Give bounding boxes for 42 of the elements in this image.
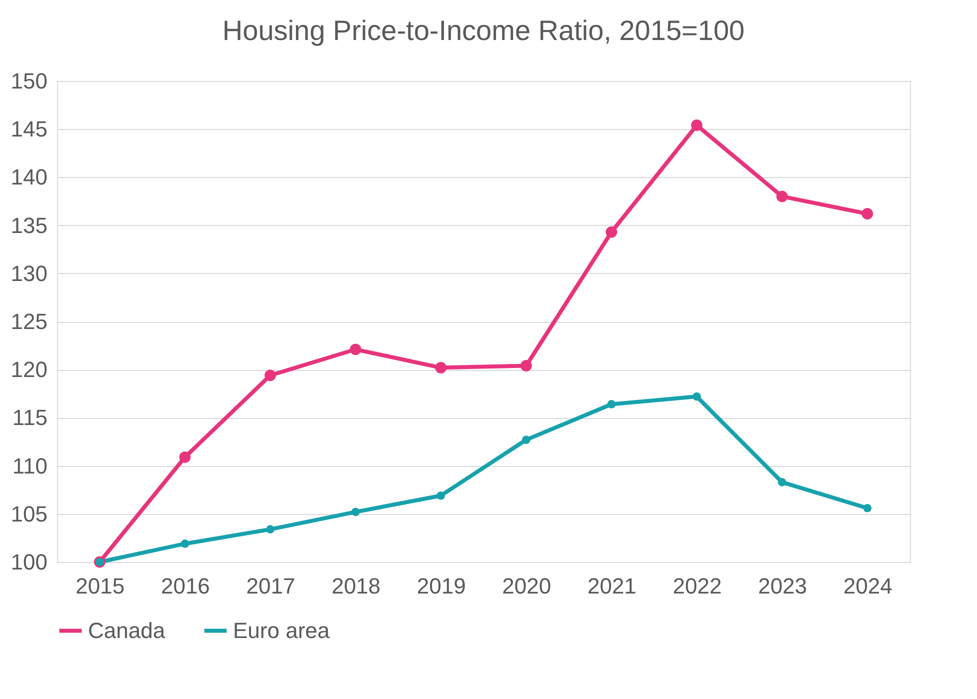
point bbox=[862, 208, 874, 220]
point bbox=[435, 362, 447, 374]
point bbox=[691, 120, 702, 131]
point bbox=[180, 540, 190, 548]
point bbox=[776, 190, 788, 202]
x-tick-label: 2017 bbox=[246, 574, 296, 598]
point bbox=[520, 360, 532, 372]
y-tick-label: 135 bbox=[10, 212, 48, 238]
point bbox=[607, 400, 616, 408]
point bbox=[436, 491, 446, 500]
point bbox=[692, 392, 701, 401]
x-tick-label: 2020 bbox=[502, 574, 552, 598]
point bbox=[179, 451, 191, 463]
legend-label: Euro area bbox=[233, 618, 330, 643]
point bbox=[863, 504, 872, 512]
x-tick-label: 2019 bbox=[416, 574, 466, 598]
y-tick-label: 140 bbox=[10, 164, 48, 190]
legend-label: Canada bbox=[88, 618, 166, 643]
x-tick-label: 2015 bbox=[76, 574, 125, 598]
y-tick-label: 100 bbox=[10, 550, 48, 574]
point bbox=[264, 370, 276, 382]
y-tick-label: 150 bbox=[10, 68, 48, 94]
x-tick-label: 2023 bbox=[758, 574, 808, 598]
y-tick-label: 115 bbox=[12, 405, 48, 430]
point bbox=[266, 525, 274, 534]
point bbox=[778, 478, 786, 486]
point bbox=[522, 436, 530, 444]
y-tick-label: 120 bbox=[10, 357, 48, 382]
y-tick-label: 145 bbox=[10, 116, 48, 142]
point bbox=[351, 508, 360, 516]
point bbox=[350, 344, 362, 356]
y-tick-label: 125 bbox=[10, 309, 48, 334]
y-tick-label: 130 bbox=[10, 260, 48, 286]
y-tick-label: 110 bbox=[12, 453, 48, 478]
x-tick-label: 2022 bbox=[672, 574, 722, 598]
x-tick-label: 2018 bbox=[332, 574, 381, 598]
x-tick-label: 2024 bbox=[843, 574, 892, 598]
chart-title: Housing Price-to-Income Ratio, 2015=100 bbox=[222, 15, 745, 46]
x-tick-label: 2016 bbox=[160, 574, 210, 598]
point bbox=[606, 226, 618, 238]
x-tick-label: 2021 bbox=[587, 574, 636, 598]
y-tick-label: 105 bbox=[10, 501, 48, 526]
